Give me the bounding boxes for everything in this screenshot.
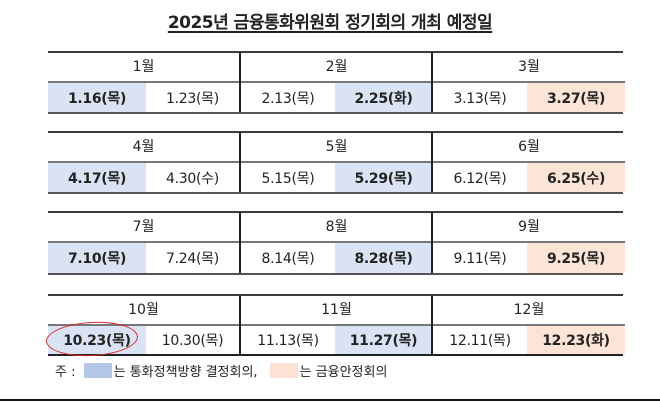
date-cell: 7.24(목) bbox=[166, 251, 219, 267]
month-header: 9월 bbox=[433, 213, 625, 243]
date-cell-monetary-policy: 7.10(목) bbox=[48, 243, 146, 273]
month-group: 4월 4.17(목) 4.30(수) bbox=[48, 133, 239, 192]
month-header: 1월 bbox=[48, 53, 239, 83]
date-cell: 12.11(목) bbox=[449, 333, 511, 349]
bottom-divider bbox=[0, 399, 660, 401]
month-group: 6월 6.12(목) 6.25(수) bbox=[431, 133, 625, 192]
schedule-block-q2: 4월 4.17(목) 4.30(수) 5월 5.15(목) 5.29(목) 6월… bbox=[48, 131, 625, 194]
date-cell-monetary-policy: 8.28(목) bbox=[335, 243, 432, 273]
month-group: 12월 12.11(목) 12.23(화) bbox=[431, 296, 625, 354]
date-cell-monetary-policy: 2.25(화) bbox=[335, 83, 432, 112]
date-cell-monetary-policy: 11.27(목) bbox=[335, 326, 432, 354]
schedule-block-q3: 7월 7.10(목) 7.24(목) 8월 8.14(목) 8.28(목) 9월… bbox=[48, 211, 625, 275]
month-header: 4월 bbox=[48, 133, 239, 163]
date-cell: 5.15(목) bbox=[261, 170, 315, 187]
date-cell-monetary-policy: 4.17(목) bbox=[48, 163, 146, 192]
date-cell: 2.13(목) bbox=[261, 90, 315, 107]
date-cell: 3.13(목) bbox=[453, 90, 507, 107]
month-group: 10월 10.23(목) 10.30(목) bbox=[48, 296, 239, 354]
month-group: 11월 11.13(목) 11.27(목) bbox=[239, 296, 432, 354]
month-header: 6월 bbox=[433, 133, 625, 163]
month-group: 7월 7.10(목) 7.24(목) bbox=[48, 213, 239, 273]
month-header: 7월 bbox=[48, 213, 239, 243]
month-header: 11월 bbox=[241, 296, 432, 326]
date-cell: 1.23(목) bbox=[166, 90, 219, 107]
legend-peach-label: 는 금융안정회의 bbox=[299, 364, 388, 380]
schedule-block-q4: 10월 10.23(목) 10.30(목) 11월 11.13(목) 11.27… bbox=[48, 294, 625, 356]
date-cell: 9.11(목) bbox=[453, 251, 507, 267]
legend-blue-label: 는 통화정책방향 결정회의, bbox=[113, 364, 258, 380]
month-header: 12월 bbox=[433, 296, 625, 326]
date-cell-financial-stability: 6.25(수) bbox=[527, 163, 625, 192]
title-text: 2025년 금융통화위원회 정기회의 개최 예정일 bbox=[167, 13, 493, 33]
date-cell: 11.13(목) bbox=[257, 333, 319, 349]
month-header: 5월 bbox=[241, 133, 432, 163]
date-cell: 6.12(목) bbox=[453, 170, 507, 187]
month-header: 10월 bbox=[48, 296, 239, 326]
month-group: 5월 5.15(목) 5.29(목) bbox=[239, 133, 432, 192]
date-cell: 8.14(목) bbox=[261, 251, 315, 267]
date-cell: 10.30(목) bbox=[161, 333, 224, 349]
page-title: 2025년 금융통화위원회 정기회의 개최 예정일 bbox=[0, 8, 660, 33]
month-group: 3월 3.13(목) 3.27(목) bbox=[431, 53, 625, 112]
date-cell-financial-stability: 12.23(화) bbox=[527, 326, 625, 354]
schedule-block-q1: 1월 1.16(목) 1.23(목) 2월 2.13(목) 2.25(화) 3월… bbox=[48, 51, 625, 114]
date-cell-monetary-policy: 5.29(목) bbox=[335, 163, 432, 192]
month-header: 3월 bbox=[433, 53, 625, 83]
date-cell-financial-stability: 3.27(목) bbox=[527, 83, 625, 112]
date-cell-monetary-policy: 1.16(목) bbox=[48, 83, 146, 112]
date-cell-monetary-policy-circled: 10.23(목) bbox=[48, 326, 146, 354]
month-header: 2월 bbox=[241, 53, 432, 83]
legend-swatch-blue bbox=[83, 362, 112, 378]
month-group: 2월 2.13(목) 2.25(화) bbox=[239, 53, 432, 112]
date-cell-financial-stability: 9.25(목) bbox=[527, 243, 625, 273]
legend-prefix: 주 : bbox=[55, 364, 80, 380]
month-group: 9월 9.11(목) 9.25(목) bbox=[431, 213, 625, 273]
month-group: 1월 1.16(목) 1.23(목) bbox=[48, 53, 239, 112]
month-header: 8월 bbox=[241, 213, 432, 243]
month-group: 8월 8.14(목) 8.28(목) bbox=[239, 213, 432, 273]
date-cell: 4.30(수) bbox=[166, 170, 219, 187]
legend-footnote: 주 : 는 통화정책방향 결정회의, 는 금융안정회의 bbox=[55, 362, 388, 380]
legend-swatch-peach bbox=[269, 362, 298, 378]
